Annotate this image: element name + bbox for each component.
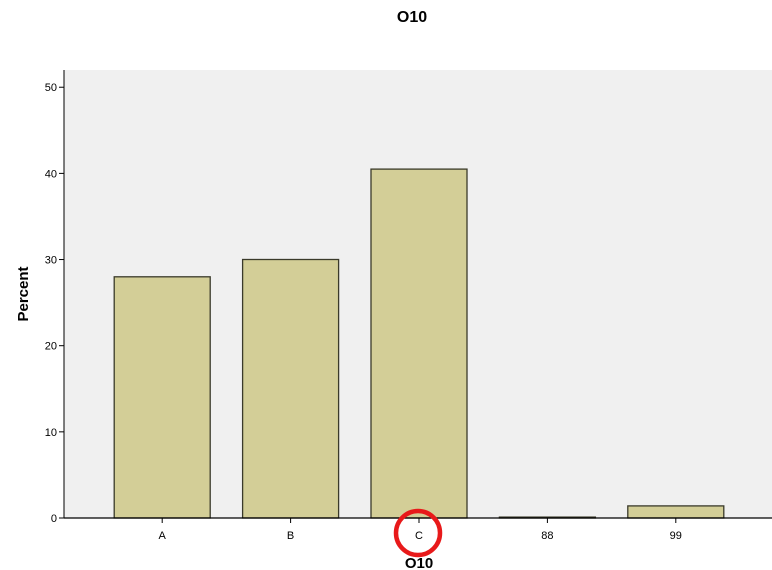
bar-A bbox=[113, 276, 211, 519]
bar-C bbox=[370, 168, 468, 519]
y-tick-label: 30 bbox=[45, 255, 57, 267]
x-tick-label-B: B bbox=[287, 530, 294, 542]
y-axis-title: Percent bbox=[15, 266, 32, 321]
x-axis-title: O10 bbox=[405, 555, 433, 570]
annotation-layer bbox=[393, 508, 443, 558]
x-axis: A B C 88 99 bbox=[64, 517, 772, 542]
x-tick-label-A: A bbox=[159, 530, 167, 542]
y-tick-label: 20 bbox=[45, 341, 57, 353]
x-tick-label-88: 88 bbox=[541, 530, 553, 542]
chart-title: O10 bbox=[397, 9, 427, 26]
bar-B bbox=[241, 258, 340, 519]
bars-layer bbox=[113, 168, 725, 519]
x-tick-label-C: C bbox=[415, 530, 423, 542]
y-axis: 0 10 20 30 40 50 bbox=[45, 70, 65, 525]
y-tick-label: 0 bbox=[51, 513, 57, 525]
y-tick-label: 10 bbox=[45, 427, 57, 439]
highlight-circle bbox=[393, 508, 443, 558]
x-tick-label-99: 99 bbox=[670, 530, 682, 542]
bar-99 bbox=[627, 505, 725, 519]
y-tick-label: 50 bbox=[45, 82, 57, 94]
y-tick-label: 40 bbox=[45, 168, 57, 180]
